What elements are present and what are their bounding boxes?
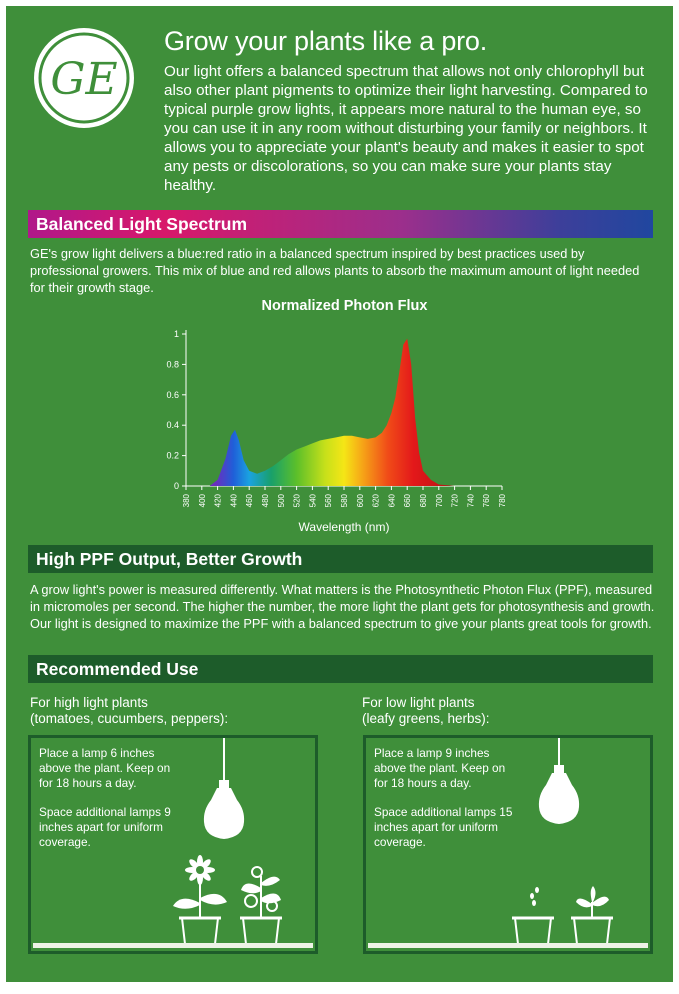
x-tick-label: 540 [308,493,317,507]
x-tick-label: 560 [324,493,333,507]
high-light-tip-placement: Place a lamp 6 inches above the plant. K… [39,746,171,790]
x-axis-label: Wavelength (nm) [299,520,390,534]
x-tick-label: 600 [356,493,365,507]
floor-line [33,943,313,948]
x-tick-label: 620 [372,493,381,507]
x-tick-label: 480 [261,493,270,507]
y-tick-label: 0.8 [166,359,179,369]
y-tick-label: 1 [174,329,179,339]
intro-paragraph: Our light offers a balanced spectrum tha… [164,63,648,194]
high-light-illustration [173,738,282,945]
low-light-tip-spacing: Space additional lamps 15 inches apart f… [374,805,513,849]
spectrum-section-body: GE's grow light delivers a blue:red rati… [30,246,640,295]
y-tick-label: 0 [174,481,179,491]
floor-line [368,943,648,948]
grow-lamp-icon [203,738,245,839]
chart-title: Normalized Photon Flux [261,298,428,314]
ppf-section-heading: High PPF Output, Better Growth [28,545,653,573]
low-light-tip-placement: Place a lamp 9 inches above the plant. K… [374,746,506,790]
seeds-icon [512,887,554,945]
x-tick-label: 740 [466,493,475,507]
svg-text:GE: GE [50,54,117,105]
product-info-page: GE Grow your plants like a pro. Our ligh… [6,6,673,982]
x-tick-label: 780 [498,493,507,507]
x-tick-label: 640 [387,493,396,507]
x-tick-label: 520 [293,493,302,507]
grow-lamp-icon [538,738,580,824]
x-tick-label: 400 [198,493,207,507]
low-light-heading: For low light plants (leafy greens, herb… [362,695,490,726]
x-tick-label: 460 [245,493,254,507]
x-tick-label: 700 [435,493,444,507]
photon-flux-chart: 0 0.2 0.4 0.6 0.8 1 380 400 420 440 460 480 500 520 54… [166,329,507,534]
y-tick-label: 0.2 [166,451,179,461]
x-tick-label: 580 [340,493,349,507]
x-tick-label: 720 [451,493,460,507]
x-tick-label: 660 [403,493,412,507]
spectrum-section-heading: Balanced Light Spectrum [28,210,653,238]
high-light-heading: For high light plants (tomatoes, cucumbe… [30,695,229,726]
flowering-plant-icon [173,855,227,945]
spectrum-area [209,338,455,486]
tomato-plant-icon [240,866,282,945]
ge-logo: GE [34,28,134,128]
x-tick-label: 440 [229,493,238,507]
x-tick-label: 500 [277,493,286,507]
low-light-panel: Place a lamp 9 inches above the plant. K… [363,735,653,954]
x-tick-label: 380 [182,493,191,507]
y-tick-label: 0.6 [166,390,179,400]
ppf-section-body: A grow light's power is measured differe… [30,582,655,631]
page-title: Grow your plants like a pro. [164,26,488,56]
x-tick-label: 420 [214,493,223,507]
high-light-tip-spacing: Space additional lamps 9 inches apart fo… [39,805,171,849]
x-tick-label: 680 [419,493,428,507]
high-light-panel: Place a lamp 6 inches above the plant. K… [28,735,318,954]
y-tick-label: 0.4 [166,420,179,430]
low-light-illustration [512,738,613,945]
recommended-use-heading: Recommended Use [28,655,653,683]
seedling-icon [571,886,613,945]
x-tick-label: 760 [482,493,491,507]
